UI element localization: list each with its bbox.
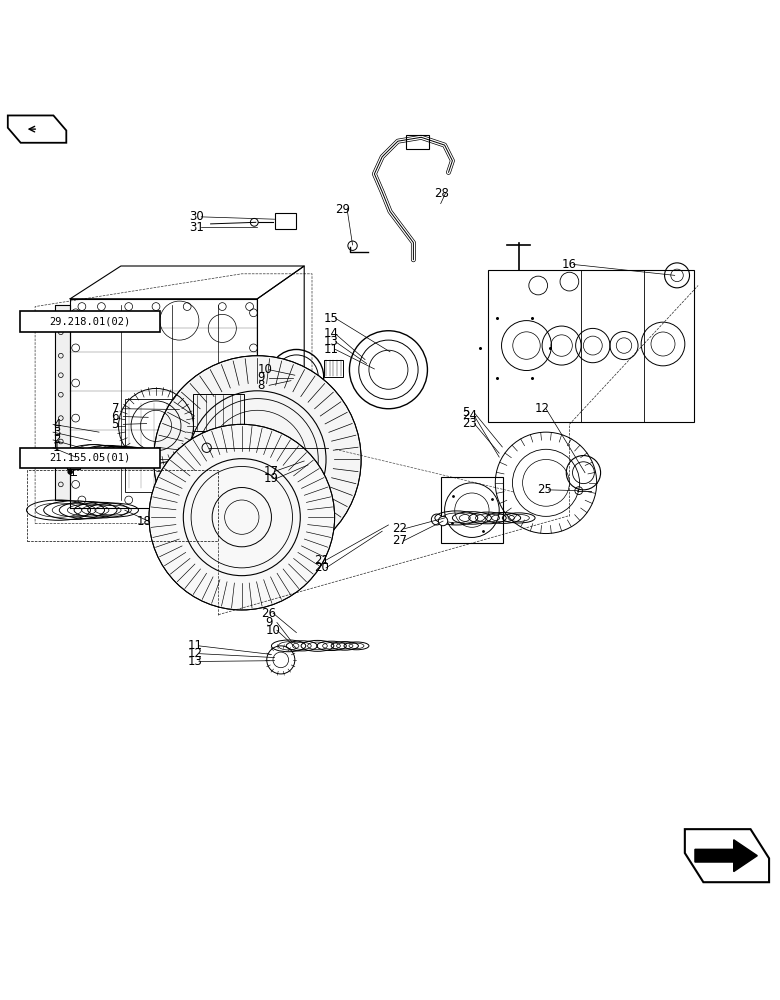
Text: 6: 6 [112,410,119,423]
Bar [406,135,429,149]
Polygon shape [8,115,66,143]
FancyBboxPatch shape [20,448,160,468]
Circle shape [438,516,448,526]
Bar [275,213,296,229]
Text: 9: 9 [257,371,265,384]
Text: 17: 17 [264,465,278,478]
Text: 12: 12 [187,647,202,660]
Text: 15: 15 [324,312,339,325]
Text: 16: 16 [562,258,576,271]
Text: 1: 1 [53,441,61,454]
Text: 29.218.01(02): 29.218.01(02) [49,316,131,326]
Text: 9: 9 [265,616,273,629]
Bar [67,459,80,469]
Text: 26: 26 [261,607,276,620]
Text: 28: 28 [434,187,448,200]
Text: 5: 5 [112,418,119,431]
Text: 27: 27 [392,534,407,547]
Text: 21: 21 [314,554,329,567]
Polygon shape [55,305,70,500]
Text: 20: 20 [314,561,329,574]
Circle shape [68,470,73,474]
Text: 7: 7 [112,402,119,415]
Text: 8: 8 [257,379,264,392]
Bar [195,399,250,492]
Text: 4: 4 [53,418,61,431]
Bar [193,394,244,431]
Text: 12: 12 [535,402,550,415]
Text: 3: 3 [53,426,60,439]
Text: 11: 11 [324,343,339,356]
Text: 10: 10 [265,624,280,637]
Text: 11: 11 [187,639,202,652]
Text: 29: 29 [335,203,350,216]
Text: 19: 19 [264,472,278,485]
Bar [488,270,694,422]
Bar [441,477,503,543]
Text: 2: 2 [53,433,61,446]
Circle shape [250,218,258,226]
Text: 21.155.05(01): 21.155.05(01) [49,453,131,463]
Text: 22: 22 [392,522,407,535]
Bar [324,360,343,377]
Text: 23: 23 [463,417,477,430]
FancyBboxPatch shape [20,311,160,332]
Circle shape [149,424,335,610]
Text: 31: 31 [190,221,204,234]
Polygon shape [685,829,769,882]
Circle shape [154,356,361,563]
Bar [125,399,183,492]
Text: 24: 24 [463,409,477,422]
Text: 30: 30 [190,210,204,223]
Text: 14: 14 [324,327,339,340]
Text: 5: 5 [463,406,470,419]
Text: 13: 13 [187,655,202,668]
Text: 10: 10 [257,363,272,376]
Polygon shape [695,840,757,872]
Text: 13: 13 [324,335,339,348]
Text: 18: 18 [136,515,151,528]
Text: 25: 25 [537,483,551,496]
